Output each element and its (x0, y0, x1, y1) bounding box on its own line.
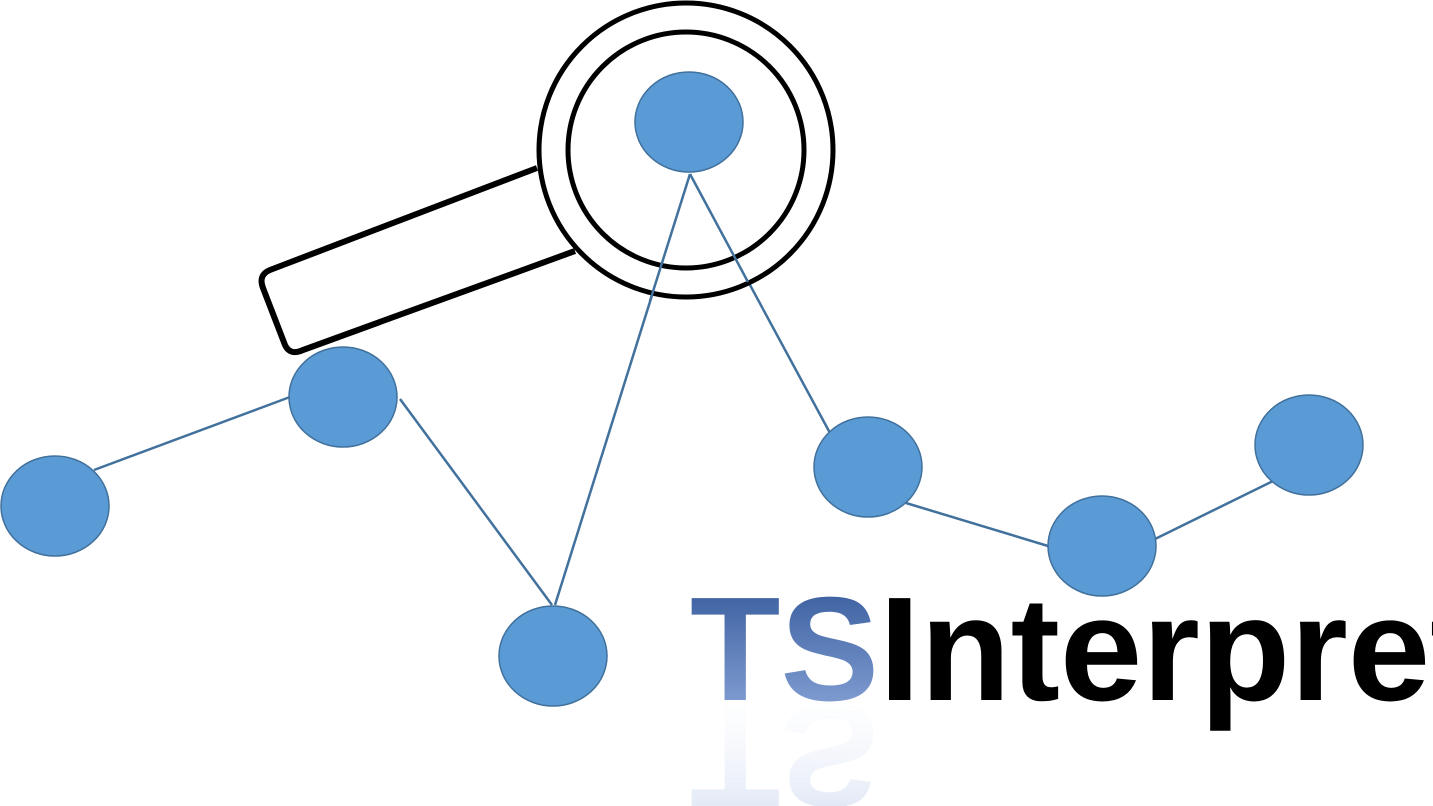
logo-suffix: Interpret (879, 567, 1433, 732)
network-node (813, 416, 923, 518)
logo-wordmark: TSInterpret (690, 567, 1433, 732)
edge (905, 501, 1049, 548)
network-node (634, 71, 744, 173)
edge (93, 395, 291, 472)
network-node (498, 605, 608, 707)
logo-prefix: TS (690, 567, 879, 732)
magnifier-handle-icon (258, 165, 577, 356)
logo-prefix-reflection: TS (690, 672, 879, 806)
network-edges-in-lens (648, 173, 750, 302)
edge (398, 398, 554, 606)
network-node (1047, 495, 1157, 597)
network-nodes (0, 71, 1364, 707)
edge (1152, 479, 1274, 542)
network-node (1254, 394, 1364, 496)
network-node (288, 346, 398, 448)
network-node (0, 455, 110, 557)
